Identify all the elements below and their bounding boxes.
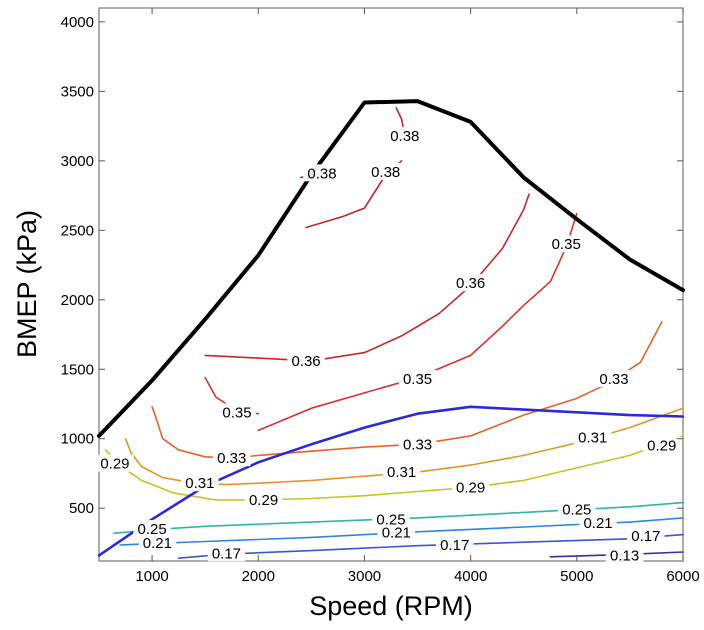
contour-line-0.29: [104, 435, 684, 501]
contour-label-bg: [595, 369, 633, 387]
contour-line-0.31: [124, 407, 684, 486]
y-tick-label: 2000: [61, 292, 94, 309]
contour-label-bg: [377, 523, 416, 541]
contour-label: 0.21: [382, 525, 411, 542]
max-torque-line: [97, 99, 685, 438]
contour-label: 0.21: [143, 535, 172, 552]
contour-label-bg: [181, 474, 219, 492]
contour-label: 0.36: [456, 275, 485, 292]
x-tick-label: 1000: [135, 568, 168, 585]
contour-label-bg: [138, 533, 177, 551]
contour-label: 0.35: [403, 371, 432, 388]
y-axis-label: BMEP (kPa): [12, 210, 42, 358]
x-tick-label: 6000: [666, 568, 699, 585]
contour-label: 0.29: [249, 492, 278, 509]
contour-label-bg: [287, 351, 325, 369]
contour-label-bg: [558, 500, 596, 518]
contour-label-bg: [244, 490, 283, 508]
y-tick-label: 1500: [61, 361, 94, 378]
contour-line-0.35: [257, 212, 578, 432]
contour-label-bg: [372, 510, 410, 528]
contour-label: 0.33: [599, 371, 628, 388]
y-tick-label: 3500: [61, 83, 94, 100]
contour-label-bg: [212, 449, 251, 467]
contour-label-bg: [579, 513, 617, 531]
y-axis-ticks: 500 1000 1500 2000 2500 3000 3500 4000: [61, 14, 683, 517]
contour-label: 0.25: [562, 502, 591, 519]
contour-line-0.36: [204, 193, 530, 362]
contour-label: 0.38: [390, 128, 419, 145]
contour-label: 0.13: [610, 547, 639, 564]
contour-label-bg: [398, 369, 437, 387]
contour-label-bg: [382, 463, 421, 481]
contour-label-bg: [573, 428, 612, 446]
contour-label-bg: [218, 403, 256, 421]
y-tick-label: 1000: [61, 431, 94, 448]
contour-label-bg: [96, 454, 134, 472]
contour-label-bg: [642, 436, 681, 454]
contour-label: 0.36: [291, 353, 320, 370]
contour-label: 0.17: [440, 537, 469, 554]
contour-label-bg: [605, 546, 644, 564]
contour-label-bg: [547, 235, 585, 253]
contour-label: 0.33: [403, 436, 432, 453]
contour-label: 0.35: [552, 236, 581, 253]
contour-label: 0.31: [387, 464, 416, 481]
contour-label: 0.31: [185, 475, 214, 492]
y-tick-label: 4000: [61, 14, 94, 31]
contour-label-bg: [207, 544, 246, 562]
x-axis-ticks: 1000 2000 3000 4000 5000 6000: [135, 8, 700, 585]
contour-label-bg: [451, 274, 490, 292]
boundary-line: [97, 405, 685, 557]
x-tick-label: 2000: [242, 568, 275, 585]
contour-label: 0.38: [371, 164, 400, 181]
contour-label: 0.29: [647, 438, 676, 455]
contour-label: 0.29: [456, 479, 485, 496]
contour-label: 0.25: [137, 521, 166, 538]
x-tick-label: 4000: [454, 568, 487, 585]
x-axis-label: Speed (RPM): [309, 591, 473, 621]
contour-label: 0.31: [578, 429, 607, 446]
boundary-lines: [97, 99, 685, 557]
contour-label: 0.38: [307, 165, 336, 182]
contour-label-bg: [627, 526, 665, 544]
contour-label-bg: [451, 478, 490, 496]
contour-label-bg: [435, 536, 474, 554]
contour-label-bg: [386, 126, 424, 144]
contour-line-0.33: [151, 321, 663, 460]
contour-label: 0.17: [212, 545, 241, 562]
plot-frame: [98, 7, 684, 562]
contour-label: 0.29: [100, 456, 129, 473]
contour-label-bg: [133, 520, 171, 538]
contour-label: 0.17: [631, 528, 660, 545]
contour-label: 0.21: [583, 515, 612, 532]
x-tick-label: 5000: [560, 568, 593, 585]
contour-label-bg: [303, 164, 341, 182]
contour-labels: 0.130.17 0.170.170.210.210.210.250.250.25…: [96, 126, 681, 564]
contour-label: 0.33: [217, 450, 246, 467]
y-tick-label: 500: [69, 500, 94, 517]
y-tick-label: 2500: [61, 222, 94, 239]
y-tick-label: 3000: [61, 153, 94, 170]
contour-label-bg: [398, 435, 437, 453]
contour-label: 0.25: [376, 511, 405, 528]
contour-label-bg: [366, 162, 405, 180]
x-tick-label: 3000: [348, 568, 381, 585]
contour-label: 0.35: [222, 404, 251, 421]
